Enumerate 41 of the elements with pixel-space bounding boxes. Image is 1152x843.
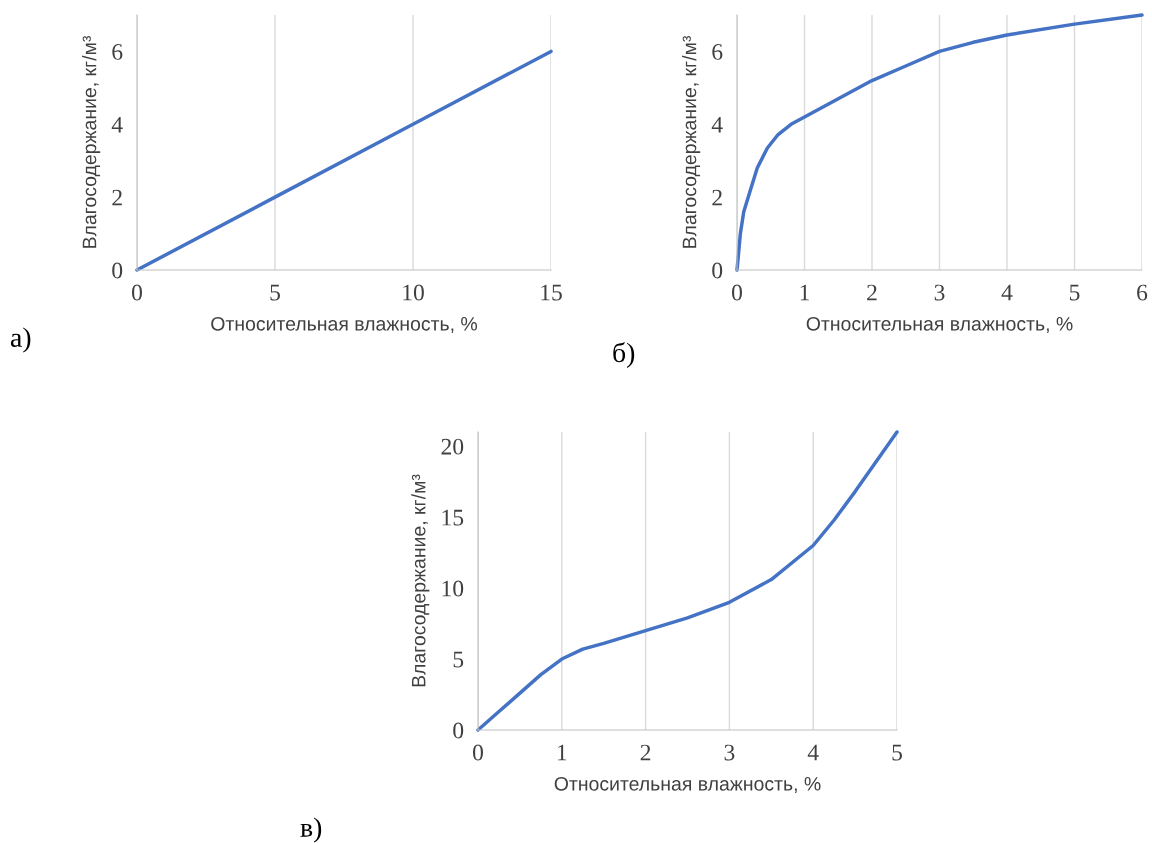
text: а): [10, 327, 31, 353]
x-tick-label: 3: [934, 284, 945, 301]
y-tick-label: 4: [711, 116, 723, 133]
line-series: [735, 13, 1144, 272]
y-tick-label: 5: [453, 651, 464, 668]
y-tick-label: 0: [712, 262, 723, 279]
y-tick-label: 10: [442, 580, 464, 597]
y-tick-label: 0: [112, 262, 123, 279]
x-tick-label: 0: [732, 284, 742, 301]
x-tick-label: 2: [867, 284, 877, 301]
y-tick-label: 2: [712, 189, 722, 206]
y-tick-label: 6: [712, 43, 723, 60]
y-axis-title: Влагосодержание, кг/м³: [411, 474, 430, 687]
x-tick-label: 1: [800, 284, 809, 301]
x-tick-label: 2: [640, 744, 651, 761]
x-tick-label: 5: [270, 284, 280, 301]
x-tick-label: 4: [807, 744, 819, 761]
y-axis-title: Влагосодержание, кг/м³: [82, 35, 101, 248]
text: в): [300, 817, 322, 843]
y-tick-label: 4: [111, 116, 123, 133]
x-tick-label: 1: [557, 744, 567, 761]
x-tick-label: 6: [1137, 284, 1148, 301]
x-tick-label: 4: [1001, 284, 1013, 301]
x-axis-title: Относительная влажность, %: [554, 776, 821, 793]
x-tick-label: 5: [1069, 284, 1080, 301]
y-tick-label: 2: [112, 189, 122, 206]
y-axis-title: Влагосодержание, кг/м³: [682, 35, 701, 248]
line-series: [476, 430, 899, 732]
y-tick-label: 15: [442, 509, 464, 526]
x-tick-label: 15: [541, 284, 562, 301]
x-tick-label: 5: [892, 744, 902, 761]
x-tick-label: 3: [724, 744, 735, 761]
y-tick-label: 6: [112, 43, 123, 60]
x-tick-label: 0: [473, 744, 483, 761]
text: б): [613, 342, 635, 368]
y-tick-label: 20: [441, 438, 464, 455]
x-tick-label: 10: [403, 284, 424, 301]
y-tick-label: 0: [453, 722, 464, 739]
x-axis-title: Относительная влажность, %: [211, 316, 478, 333]
x-tick-label: 0: [132, 284, 142, 301]
x-axis-title: Относительная влажность, %: [806, 316, 1073, 333]
